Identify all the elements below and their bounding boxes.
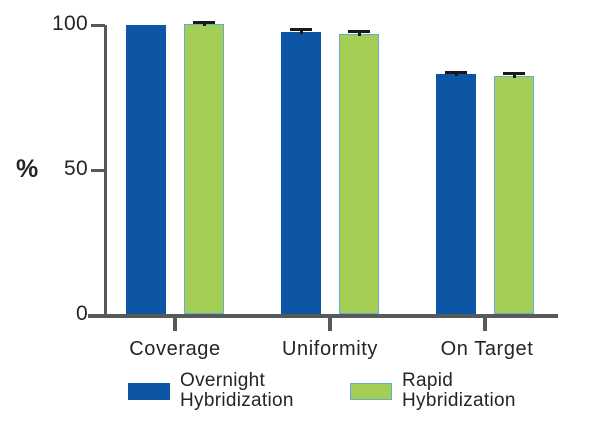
error-bar-whisker-overnight-on-target: [454, 73, 458, 77]
legend-item-rapid-hybridization: Rapid Hybridization: [350, 371, 534, 411]
y-axis-title: %: [16, 155, 39, 183]
bar-rapid-coverage: [184, 24, 224, 314]
error-bar-cap-overnight-uniformity: [290, 27, 312, 31]
error-bar-whisker-rapid-uniformity: [357, 32, 361, 36]
category-label-coverage: Coverage: [129, 338, 221, 360]
legend-label-rapid: Rapid Hybridization: [402, 370, 516, 411]
legend-item-overnight-hybridization: Overnight Hybridization: [128, 371, 312, 411]
x-tick-coverage: [173, 318, 177, 331]
bar-overnight-coverage: [126, 25, 166, 314]
legend-swatch-overnight-icon: [128, 383, 170, 400]
error-bar-cap-rapid-coverage: [193, 21, 215, 25]
y-tick-100: [91, 24, 105, 27]
x-axis-line: [88, 314, 558, 318]
y-tick-label-50: 50: [64, 157, 88, 180]
y-tick-50: [91, 169, 105, 172]
y-tick-label-100: 100: [52, 12, 88, 35]
category-label-on-target: On Target: [440, 338, 534, 360]
x-tick-on-target: [483, 318, 487, 331]
x-tick-uniformity: [328, 318, 332, 331]
error-bar-cap-rapid-on-target: [503, 72, 525, 75]
y-axis-line: [104, 25, 107, 315]
category-label-uniformity: Uniformity: [281, 338, 379, 360]
error-bar-whisker-overnight-uniformity: [299, 30, 303, 34]
error-bar-whisker-rapid-coverage: [202, 24, 206, 27]
legend-label-overnight: Overnight Hybridization: [180, 370, 294, 411]
legend-swatch-rapid-icon: [350, 383, 392, 400]
error-bar-cap-rapid-uniformity: [348, 29, 370, 33]
bar-rapid-on-target: [494, 75, 534, 314]
bar-overnight-on-target: [436, 74, 476, 314]
y-tick-label-0: 0: [76, 302, 88, 325]
error-bar-whisker-rapid-on-target: [512, 75, 516, 78]
bar-overnight-uniformity: [281, 31, 321, 314]
error-bar-cap-overnight-on-target: [445, 70, 467, 74]
bar-rapid-uniformity: [339, 33, 379, 314]
